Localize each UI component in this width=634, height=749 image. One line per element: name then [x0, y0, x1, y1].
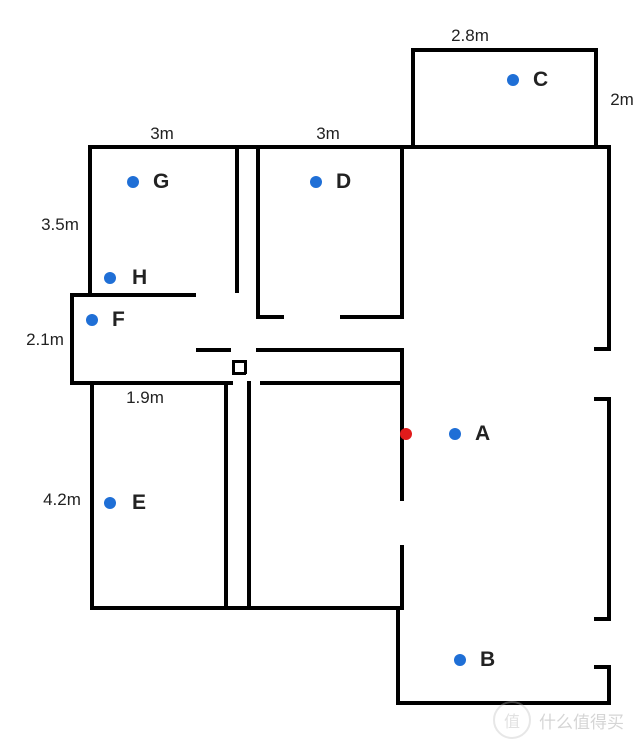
watermark: 值 什么值得买: [493, 701, 624, 739]
wall-room-d-bottom-left: [256, 315, 284, 319]
wall-room-a-left-lower: [400, 545, 404, 610]
point-C: [507, 74, 519, 86]
watermark-text: 什么值得买: [539, 708, 624, 733]
wall-top-right-room-right-upper: [594, 48, 598, 145]
wall-outer-top-main: [88, 145, 611, 149]
wall-outer-left-upper: [88, 145, 92, 293]
wall-outer-left-lower: [90, 381, 94, 608]
wall-room-gd-divider: [235, 145, 239, 293]
wall-room-d-left: [256, 145, 260, 315]
point-label-E: E: [132, 491, 146, 515]
dimension-label: 3m: [316, 124, 340, 144]
point-E: [104, 497, 116, 509]
point-F: [86, 314, 98, 326]
point-label-D: D: [336, 170, 351, 194]
point-label-G: G: [153, 170, 169, 194]
wall-outer-left-mid: [70, 293, 74, 383]
wall-room-a-left-upper: [400, 348, 404, 501]
wall-outer-right-room-left: [396, 606, 400, 705]
point-B: [454, 654, 466, 666]
wall-outer-right-gap-top: [594, 347, 611, 351]
point-label-B: B: [480, 648, 495, 672]
wall-corridor-top-right: [256, 348, 404, 352]
wall-outer-right-mid: [607, 397, 611, 620]
dimension-label: 2.1m: [26, 330, 64, 350]
wall-top-right-room-left: [411, 48, 415, 147]
point-label-A: A: [475, 422, 490, 446]
floor-plan-diagram: 2.8m 2m 3m 3m 3.5m 2.1m 1.9m 4.2m A B C D E F G H 值 什么…: [0, 0, 634, 749]
point-label-F: F: [112, 308, 125, 332]
point-G: [127, 176, 139, 188]
point-label-C: C: [533, 68, 548, 92]
dimension-label: 2.8m: [451, 26, 489, 46]
point-D: [310, 176, 322, 188]
wall-outer-bottom-left-seg: [90, 606, 400, 610]
wall-room-d-right: [400, 145, 404, 315]
dimension-label: 3m: [150, 124, 174, 144]
dimension-label: 2m: [610, 90, 634, 110]
wall-corridor-block-b: [232, 372, 246, 375]
wall-hall-divider: [247, 381, 251, 610]
dimension-label: 1.9m: [126, 388, 164, 408]
dimension-label: 3.5m: [41, 215, 79, 235]
wall-corridor-bot-right: [260, 381, 404, 385]
watermark-badge: 值: [493, 701, 531, 739]
point-R: [400, 428, 412, 440]
wall-outer-right-upper: [607, 145, 611, 350]
wall-room-g-bottom: [88, 293, 196, 297]
wall-outer-right-balcony-top: [594, 617, 611, 621]
wall-corridor-bot-left: [90, 381, 233, 385]
point-H: [104, 272, 116, 284]
point-A: [449, 428, 461, 440]
point-label-H: H: [132, 266, 147, 290]
wall-room-d-bottom-right: [340, 315, 404, 319]
wall-corridor-top-left: [196, 348, 231, 352]
wall-top-right-room-top: [411, 48, 598, 52]
dimension-label: 4.2m: [43, 490, 81, 510]
wall-outer-right-lower: [607, 665, 611, 705]
wall-room-e-right: [224, 381, 228, 610]
